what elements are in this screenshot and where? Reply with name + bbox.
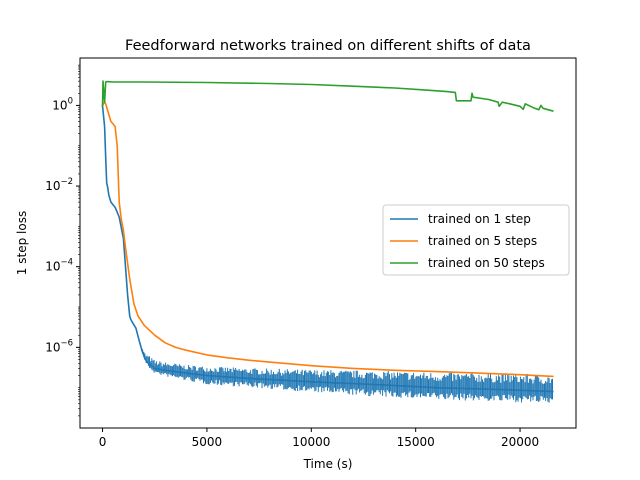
x-tick-label: 10000 <box>292 435 330 449</box>
series-noise-band-1-step <box>138 340 553 403</box>
chart-title: Feedforward networks trained on differen… <box>125 38 531 54</box>
legend-box <box>382 204 570 276</box>
legend-label-1: trained on 1 step <box>428 212 531 226</box>
x-tick-label: 0 <box>99 435 107 449</box>
x-tick-label: 15000 <box>397 435 435 449</box>
plot-frame <box>79 57 577 429</box>
y-axis: 10−6 10−4 10−2 100 <box>45 64 80 417</box>
y-tick-label: 100 <box>52 96 73 112</box>
legend-label-3: trained on 50 steps <box>428 256 545 270</box>
y-tick-label: 10−2 <box>45 177 73 193</box>
x-tick-label: 5000 <box>192 435 223 449</box>
y-tick-label: 10−4 <box>45 258 73 274</box>
plot-area <box>101 80 554 403</box>
y-tick-label: 10−6 <box>45 338 73 354</box>
x-axis-label: Time (s) <box>303 457 353 471</box>
series-line-1 <box>101 105 554 393</box>
legend: trained on 1 step trained on 5 steps train… <box>382 204 570 276</box>
y-axis-label: 1 step loss <box>15 211 29 275</box>
legend-label-2: trained on 5 steps <box>428 234 537 248</box>
x-tick-label: 20000 <box>501 435 539 449</box>
series-line-2 <box>101 101 554 378</box>
series-line-3 <box>101 80 554 112</box>
x-axis: 0 5000 10000 15000 20000 <box>99 428 539 449</box>
